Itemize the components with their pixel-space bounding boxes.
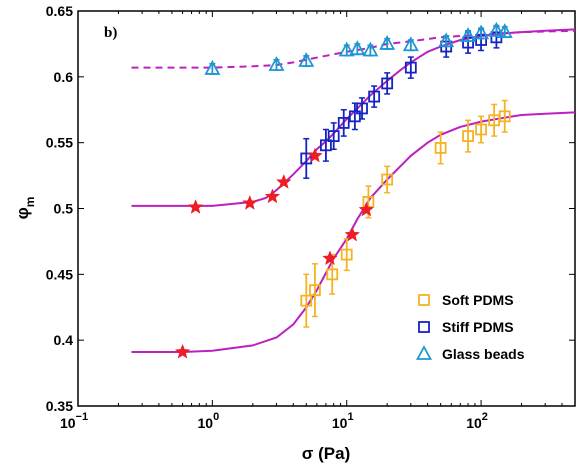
glass-beads-point (298, 52, 315, 67)
legend-marker (418, 321, 430, 333)
stiff-pdms-point (381, 77, 394, 90)
stiff-pdms-point (356, 102, 368, 115)
stiff-pdms-point (320, 139, 332, 152)
y-tick-label: 0.4 (54, 332, 74, 348)
y-axis-title-main: φ (13, 207, 32, 219)
y-tick-label: 0.5 (54, 201, 74, 217)
legend-label: Stiff PDMS (442, 319, 514, 335)
soft-pdms-point (309, 284, 321, 297)
soft-pdms-point (362, 196, 375, 208)
legend-label: Soft PDMS (442, 292, 514, 308)
soft-pdms-point (381, 173, 394, 186)
glass-beads-point (402, 36, 419, 52)
soft-pdms-point (475, 123, 487, 136)
glass-beads-point (204, 60, 221, 75)
glass-beads-point (268, 56, 285, 71)
y-axis-title-sub: m (23, 197, 37, 208)
stiff-pdms-point (327, 130, 340, 142)
x-tick-label: 101 (332, 411, 354, 431)
y-axis-title-group: φm (13, 197, 37, 220)
stiff-pdms-point (368, 90, 381, 103)
glass-beads-point (349, 40, 366, 56)
x-axis-title: σ (Pa) (302, 444, 350, 463)
glass-beads-point (438, 32, 455, 48)
glass-beads-point (338, 41, 355, 57)
y-tick-label: 0.35 (46, 398, 73, 414)
x-tick-label: 100 (198, 411, 220, 431)
x-tick-label: 10−1 (60, 411, 88, 431)
soft-pdms-point (498, 110, 511, 123)
x-tick-label-exponent: 0 (213, 411, 219, 423)
stiff-pdms-point (337, 117, 350, 129)
x-tick-label: 102 (466, 411, 488, 431)
glass-beads-point (496, 23, 513, 38)
soft-pdms-point (434, 142, 447, 154)
x-tick-label-base: 10 (466, 415, 482, 431)
legend-marker (418, 294, 430, 306)
legend-marker (415, 345, 433, 360)
y-tick-label: 0.65 (46, 3, 73, 19)
soft-pdms-point (326, 268, 339, 281)
soft-pdms-point (462, 130, 474, 142)
star-points-point (275, 174, 292, 189)
x-tick-label-base: 10 (60, 415, 76, 431)
soft-pdms-point (300, 294, 313, 307)
star-points-point (307, 147, 323, 163)
star-points-point (264, 188, 281, 204)
star-points-point (322, 250, 338, 266)
star-points-point (187, 199, 204, 214)
x-tick-label-base: 10 (198, 415, 214, 431)
glass-beads-point (460, 27, 477, 42)
stiff-pdms-point (404, 61, 417, 74)
y-tick-label: 0.55 (46, 135, 73, 151)
glass-beads-point (379, 35, 396, 50)
x-tick-label-base: 10 (332, 415, 348, 431)
legend-label: Glass beads (442, 346, 525, 362)
y-tick-label: 0.45 (46, 266, 73, 282)
legend: Soft PDMS Stiff PDMS Glass beads (415, 292, 525, 362)
star-points-point (242, 195, 258, 210)
glass-beads-point (488, 21, 505, 37)
star-points-point (174, 343, 191, 359)
points-layer (174, 21, 513, 359)
x-tick-label-exponent: −1 (76, 411, 89, 423)
y-tick-label: 0.6 (54, 69, 74, 85)
stiff-pdms-point (348, 110, 361, 123)
y-axis-title: φm (13, 197, 37, 220)
x-tick-label-exponent: 2 (482, 411, 488, 423)
star-points-point (358, 201, 375, 217)
glass-beads-point (362, 41, 379, 57)
panel-label: b) (104, 25, 117, 41)
x-tick-label-exponent: 1 (347, 411, 353, 423)
star-points-point (344, 226, 361, 242)
glass-beads-point (473, 24, 490, 40)
soft-pdms-point (340, 248, 353, 261)
